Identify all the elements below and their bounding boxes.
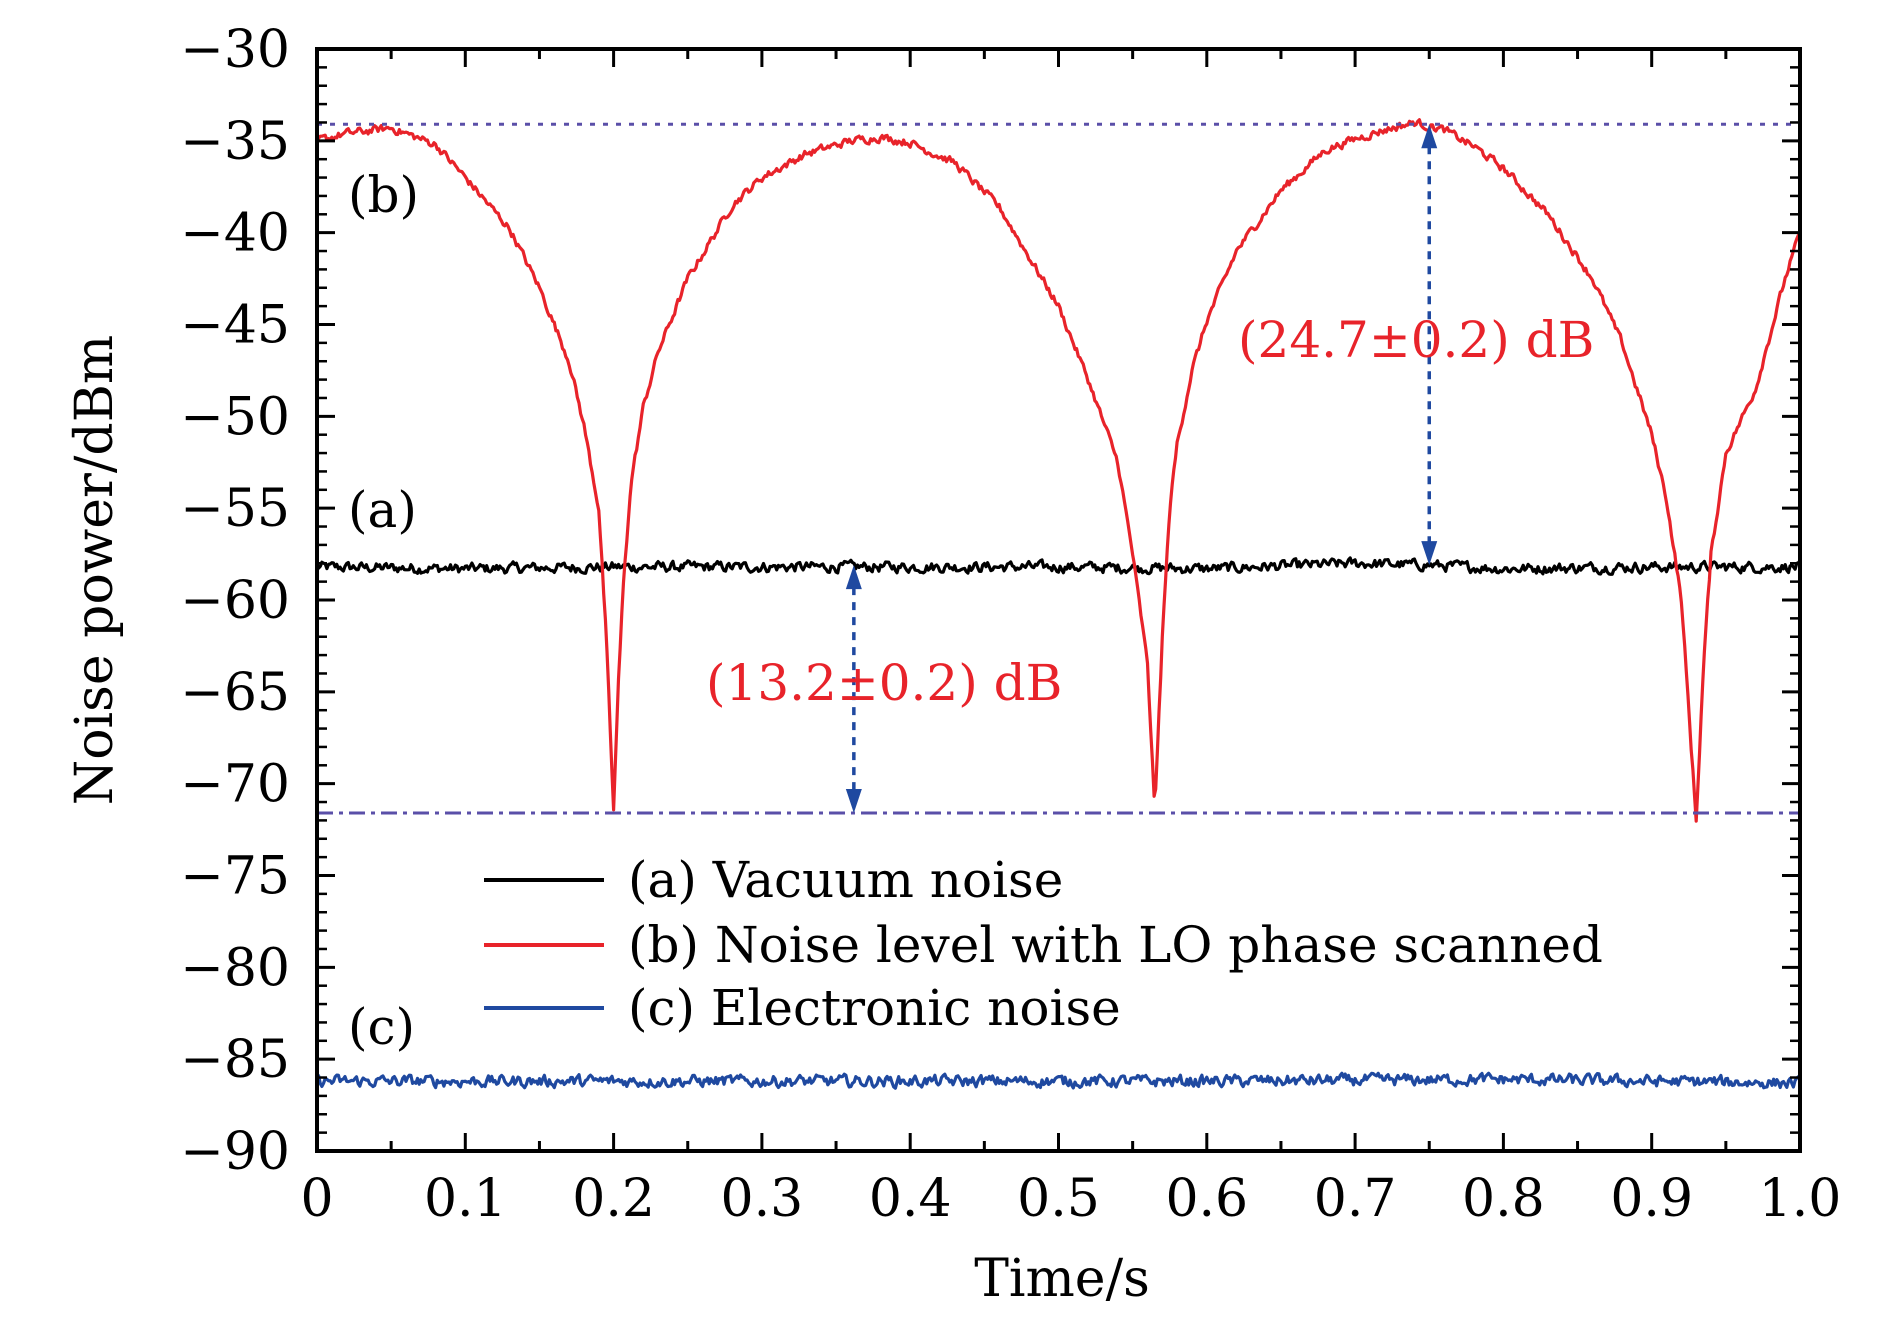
arrow-up-icon xyxy=(845,565,862,590)
legend-label-lo-phase-scanned: (b) Noise level with LO phase scanned xyxy=(628,916,1603,974)
y-tick-label: −35 xyxy=(180,112,290,172)
y-tick-label: −90 xyxy=(180,1122,290,1182)
x-tick-label: 0.7 xyxy=(1314,1169,1397,1229)
x-tick-label: 0.2 xyxy=(572,1169,655,1229)
x-tick-label: 0.8 xyxy=(1462,1169,1545,1229)
y-tick-label: −45 xyxy=(180,296,290,356)
x-tick-label: 0.1 xyxy=(424,1169,507,1229)
y-tick-label: −70 xyxy=(180,755,290,815)
curve-label-b: (b) xyxy=(348,166,419,224)
y-tick-label: −50 xyxy=(180,387,290,447)
legend-label-electronic-noise: (c) Electronic noise xyxy=(628,979,1121,1037)
series-line-c-electronic-noise xyxy=(315,1071,1802,1090)
y-tick-label: −40 xyxy=(180,204,290,264)
annotation-layer xyxy=(845,124,1438,814)
x-tick-label: 0.9 xyxy=(1610,1169,1693,1229)
reference-lines xyxy=(317,122,1800,815)
x-tick-label: 0.4 xyxy=(869,1169,952,1229)
legend: (a) Vacuum noise (b) Noise level with LO… xyxy=(484,851,1603,1037)
series-line-a-vacuum-noise xyxy=(315,556,1802,576)
x-tick-label: 0.6 xyxy=(1165,1169,1248,1229)
legend-label-vacuum-noise: (a) Vacuum noise xyxy=(628,851,1063,909)
annotation-label-13-2-db: (13.2±0.2) dB xyxy=(706,654,1062,712)
curve-label-a: (a) xyxy=(348,481,417,539)
arrow-down-icon xyxy=(845,789,862,814)
y-tick-label: −30 xyxy=(180,20,290,80)
y-tick-label: −80 xyxy=(180,938,290,998)
y-axis-title: Noise power/dBm xyxy=(65,335,125,806)
y-tick-label: −75 xyxy=(180,847,290,907)
ticks-layer xyxy=(315,47,1802,1153)
y-tick-label: −55 xyxy=(180,479,290,539)
x-tick-label: 1.0 xyxy=(1759,1169,1842,1229)
arrow-down-icon xyxy=(1421,541,1438,566)
annotation-label-24-7-db: (24.7±0.2) dB xyxy=(1238,311,1594,369)
x-tick-label: 0 xyxy=(300,1169,333,1229)
y-tick-label: −65 xyxy=(180,663,290,723)
series-line-b-noise-level-with-lo-phase-scanned xyxy=(316,118,1802,823)
curve-label-c: (c) xyxy=(348,998,415,1056)
y-tick-label: −85 xyxy=(180,1030,290,1090)
x-tick-label: 0.3 xyxy=(721,1169,804,1229)
x-tick-label: 0.5 xyxy=(1017,1169,1100,1229)
y-tick-label: −60 xyxy=(180,571,290,631)
series-layer xyxy=(315,118,1802,1090)
arrow-up-icon xyxy=(1421,124,1438,149)
x-axis-title: Time/s xyxy=(974,1249,1150,1309)
tick-labels-layer: 0 0.1 0.2 0.3 0.4 0.5 0.6 0.7 0.8 0.9 1.0 −30 −35 −40… xyxy=(180,20,1841,1229)
